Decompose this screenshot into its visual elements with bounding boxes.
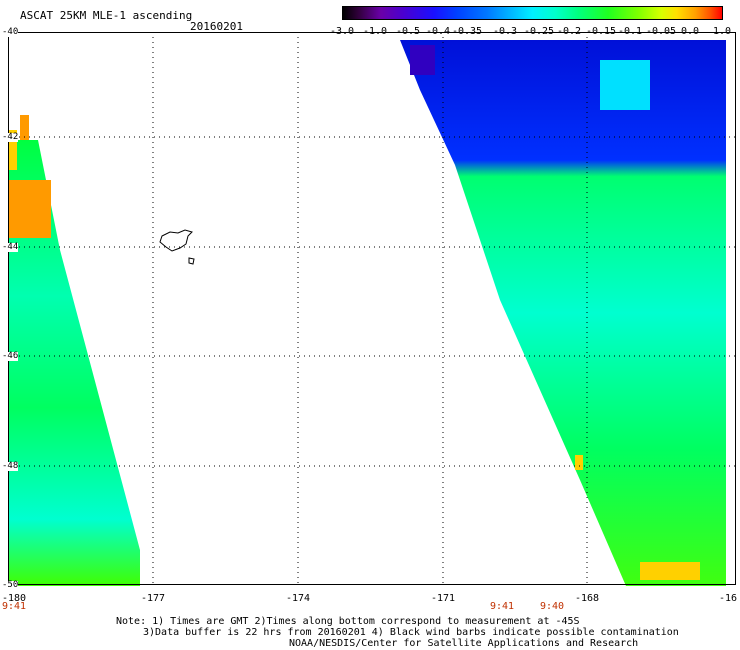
mid-value-patch [600, 60, 650, 110]
latitude-label: -44 [2, 242, 19, 252]
pass-time-label: 9:41 [2, 601, 27, 612]
high-value-patch [20, 115, 29, 140]
pass-time-label: 9:41 [490, 601, 515, 612]
high-value-patch [640, 562, 700, 580]
colorbar-tick-label: -0.5 [395, 26, 421, 37]
colorbar [342, 6, 723, 20]
product-title: ASCAT 25KM MLE-1 ascending [20, 9, 193, 22]
colorbar-tick-label: -0.25 [523, 26, 555, 37]
colorbar-tick-label: -0.15 [585, 26, 617, 37]
colorbar-tick-label: -0.1 [617, 26, 643, 37]
colorbar-tick-label: 1.0 [712, 26, 732, 37]
colorbar-tick-label: -0.3 [492, 26, 518, 37]
colorbar-tick-label: -0.05 [645, 26, 677, 37]
longitude-label: -180 [1, 593, 27, 604]
colorbar-tick-label: -0.2 [556, 26, 582, 37]
pass-time-label: 9:40 [540, 601, 565, 612]
footer-note-line2: 3)Data buffer is 22 hrs from 20160201 4)… [143, 627, 679, 638]
longitude-label: -168 [574, 593, 600, 604]
plot-frame [8, 32, 736, 585]
high-value-patch [575, 455, 583, 470]
latitude-label: -48 [2, 461, 19, 471]
footer-note-line1: Note: 1) Times are GMT 2)Times along bot… [116, 616, 580, 627]
west-swath [9, 140, 140, 586]
footer-credit: NOAA/NESDIS/Center for Satellite Applica… [289, 638, 639, 649]
colorbar-tick-label: -1.0 [362, 26, 388, 37]
east-swath [400, 40, 726, 586]
longitude-label: -174 [285, 593, 311, 604]
low-value-patch [410, 45, 435, 75]
product-date: 20160201 [190, 20, 243, 33]
high-value-patch [9, 130, 17, 170]
latitude-label: -40 [2, 27, 19, 37]
colorbar-tick-label: -0.4 [425, 26, 451, 37]
colorbar-tick-label: -0.35 [451, 26, 483, 37]
longitude-label: -171 [430, 593, 456, 604]
latitude-label: -46 [2, 351, 19, 361]
latitude-label: -42 [2, 132, 19, 142]
island-outline [159, 229, 195, 265]
latitude-label: -50 [2, 580, 19, 590]
longitude-label: -16 [718, 593, 738, 604]
colorbar-tick-label: 0.0 [680, 26, 700, 37]
colorbar-tick-label: -3.0 [329, 26, 355, 37]
longitude-label: -177 [140, 593, 166, 604]
high-value-patch [9, 180, 51, 238]
